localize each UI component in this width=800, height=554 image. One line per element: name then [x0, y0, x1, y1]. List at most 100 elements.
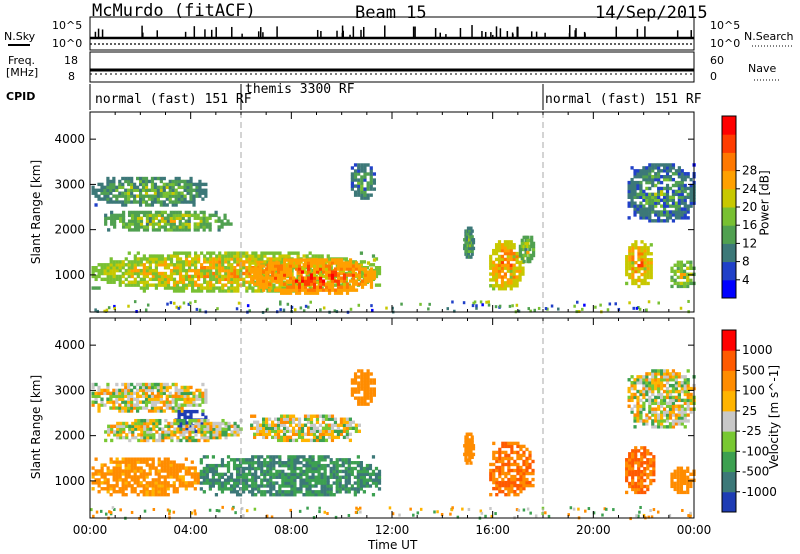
- data-cell: [353, 190, 358, 194]
- data-cell: [495, 459, 499, 464]
- data-cell: [110, 210, 114, 215]
- data-cell: [171, 200, 175, 204]
- data-cell: [660, 210, 664, 214]
- data-cell: [236, 260, 240, 264]
- data-cell: [142, 277, 146, 282]
- data-cell: [147, 382, 152, 387]
- data-cell: [139, 222, 144, 226]
- data-cell: [224, 251, 228, 255]
- data-cell: [651, 372, 655, 376]
- data-cell: [507, 459, 511, 464]
- data-cell: [109, 457, 113, 461]
- data-cell: [169, 222, 173, 226]
- data-cell: [106, 182, 110, 187]
- data-cell: [324, 285, 329, 289]
- data-cell: [133, 277, 137, 282]
- data-cell: [259, 267, 263, 271]
- data-cell: [136, 481, 140, 485]
- data-cell: [103, 403, 107, 407]
- data-cell: [351, 420, 356, 424]
- data-cell: [172, 289, 177, 293]
- data-cell: [122, 435, 126, 440]
- data-cell: [269, 490, 273, 494]
- data-cell: [127, 213, 132, 218]
- data-cell: [189, 200, 193, 204]
- data-cell: [492, 468, 496, 473]
- data-cell: [206, 274, 210, 279]
- data-cell: [118, 463, 122, 467]
- data-cell: [218, 427, 222, 431]
- data-cell: [689, 195, 693, 199]
- data-cell: [513, 441, 517, 446]
- data-cell: [303, 417, 308, 421]
- data-cell: [265, 435, 269, 440]
- data-cell: [303, 261, 308, 265]
- data-cell: [498, 471, 502, 476]
- data-cell: [150, 188, 155, 192]
- data-cell: [193, 216, 197, 220]
- data-cell: [324, 264, 329, 268]
- data-cell: [127, 263, 131, 267]
- data-cell: [127, 388, 131, 393]
- data-cell: [642, 175, 646, 179]
- data-cell: [469, 226, 473, 230]
- data-cell: [639, 404, 643, 408]
- data-cell: [285, 420, 290, 424]
- data-cell: [628, 266, 632, 271]
- data-cell: [109, 280, 113, 284]
- data-cell: [163, 274, 168, 279]
- data-cell: [494, 281, 499, 285]
- data-cell: [254, 280, 258, 284]
- data-cell: [654, 198, 658, 202]
- data-cell: [175, 210, 179, 215]
- data-cell: [362, 472, 367, 477]
- data-cell: [163, 219, 167, 223]
- data-cell: [193, 481, 197, 485]
- data-cell: [508, 304, 512, 308]
- data-cell: [115, 200, 119, 204]
- data-cell: [682, 284, 687, 289]
- data-cell: [192, 188, 196, 192]
- data-cell: [296, 458, 300, 462]
- data-cell: [200, 424, 204, 429]
- data-cell: [356, 461, 360, 465]
- data-cell: [321, 261, 326, 265]
- data-cell: [302, 472, 306, 477]
- data-cell: [235, 478, 240, 482]
- data-cell: [634, 243, 638, 247]
- data-cell: [212, 433, 216, 437]
- data-cell: [172, 251, 177, 255]
- data-cell: [327, 291, 332, 295]
- data-cell: [139, 216, 144, 220]
- data-cell: [146, 427, 150, 431]
- data-cell: [279, 438, 284, 443]
- data-cell: [374, 266, 379, 270]
- data-cell: [220, 481, 225, 485]
- data-cell: [175, 283, 180, 287]
- data-cell: [245, 280, 249, 284]
- data-cell: [115, 185, 119, 190]
- data-cell: [628, 469, 632, 474]
- data-cell: [627, 389, 631, 394]
- data-cell: [139, 280, 143, 284]
- data-cell: [366, 273, 371, 277]
- data-cell: [182, 430, 186, 434]
- data-cell: [236, 430, 240, 434]
- data-cell: [625, 461, 629, 465]
- data-cell: [287, 461, 291, 465]
- data-cell: [204, 397, 208, 401]
- data-cell: [285, 435, 290, 440]
- data-cell: [230, 263, 234, 267]
- data-cell: [133, 406, 137, 410]
- data-cell: [220, 222, 224, 226]
- data-cell: [194, 254, 198, 258]
- data-cell: [679, 472, 684, 477]
- data-cell: [186, 415, 190, 419]
- data-cell: [489, 477, 493, 482]
- data-cell: [676, 284, 680, 289]
- data-cell: [168, 185, 172, 190]
- data-cell: [235, 490, 240, 494]
- data-cell: [187, 219, 191, 223]
- data-cell: [319, 308, 322, 312]
- data-cell: [492, 266, 496, 270]
